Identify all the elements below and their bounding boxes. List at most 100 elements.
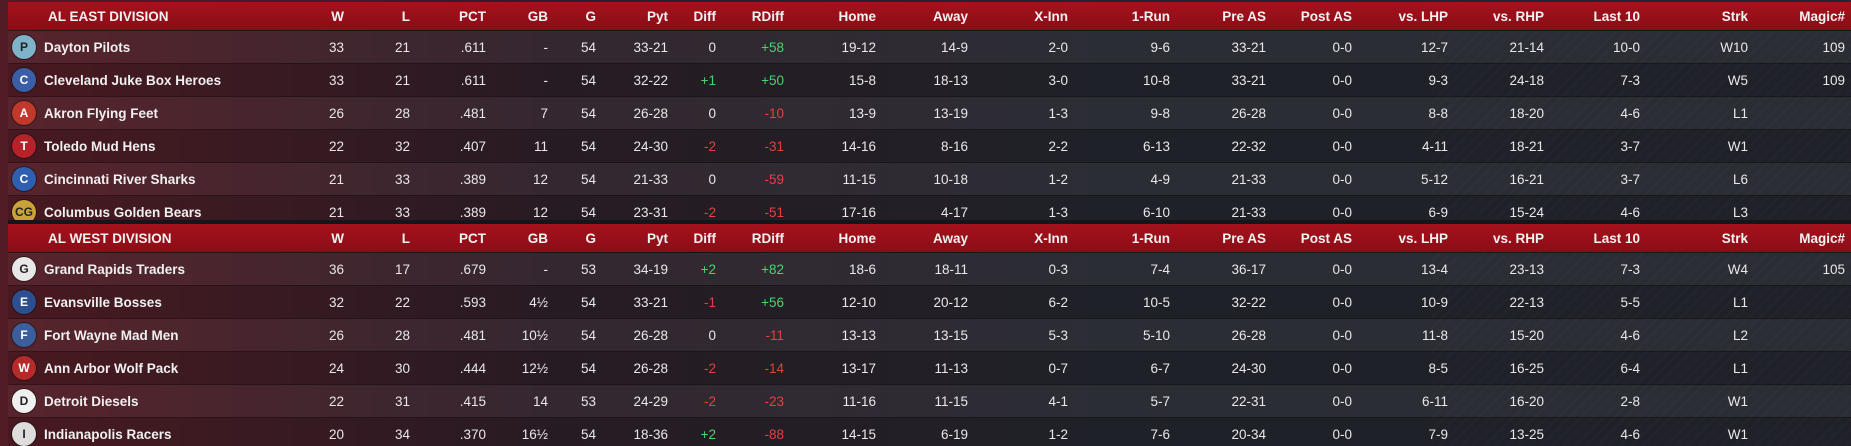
col-header-last10[interactable]: Last 10	[1550, 224, 1646, 253]
team-cell[interactable]: A Akron Flying Feet	[8, 96, 328, 130]
table-row[interactable]: F Fort Wayne Mad Men 26 28.481 10½ 54 26-28 0 -1…	[8, 318, 1851, 352]
table-row[interactable]: C Cincinnati River Sharks 21 33.389 12 54 21-3…	[8, 162, 1851, 196]
team-cell[interactable]: C Cleveland Juke Box Heroes	[8, 63, 328, 97]
cell-post-as: 0-0	[1272, 318, 1358, 352]
col-header-g[interactable]: G	[554, 224, 602, 253]
col-header-l[interactable]: L	[350, 2, 416, 31]
team-name-link[interactable]: Cincinnati River Sharks	[44, 171, 196, 187]
col-header-strk[interactable]: Strk	[1646, 224, 1754, 253]
team-cell[interactable]: D Detroit Diesels	[8, 384, 328, 418]
team-cell[interactable]: P Dayton Pilots	[8, 30, 328, 64]
team-logo-icon: I	[12, 422, 36, 446]
cell-streak: W5	[1646, 63, 1754, 97]
table-row[interactable]: G Grand Rapids Traders 36 17.679-53 34-19 +2 +…	[8, 252, 1851, 286]
col-header-pct[interactable]: PCT	[416, 2, 492, 31]
col-header-away[interactable]: Away	[882, 2, 974, 31]
col-header-pyt[interactable]: Pyt	[602, 2, 674, 31]
cell-away: 14-9	[882, 30, 974, 64]
col-header-rdiff[interactable]: RDiff	[722, 224, 790, 253]
col-header-w[interactable]: W	[328, 2, 350, 31]
col-header-xinn[interactable]: X-Inn	[974, 2, 1074, 31]
cell-home: 13-17	[790, 351, 882, 385]
division-rows: G Grand Rapids Traders 36 17.679-53 34-19 +2 +…	[8, 252, 1851, 446]
team-name-link[interactable]: Evansville Bosses	[44, 294, 162, 310]
cell-last10: 4-6	[1550, 318, 1646, 352]
col-header-magic[interactable]: Magic#	[1754, 2, 1851, 31]
cell-magic	[1754, 129, 1851, 163]
cell-one-run: 9-8	[1074, 96, 1176, 130]
cell-games: 54	[554, 351, 602, 385]
cell-vs-rhp: 16-21	[1454, 162, 1550, 196]
team-name-link[interactable]: Grand Rapids Traders	[44, 261, 186, 277]
cell-streak: W1	[1646, 417, 1754, 446]
col-header-pre-as[interactable]: Pre AS	[1176, 2, 1272, 31]
table-row[interactable]: T Toledo Mud Hens 22 32.407 11 54 24-30 -2 -31 14…	[8, 129, 1851, 163]
team-name-link[interactable]: Columbus Golden Bears	[44, 204, 202, 220]
team-cell[interactable]: W Ann Arbor Wolf Pack	[8, 351, 328, 385]
col-header-vs-lhp[interactable]: vs. LHP	[1358, 224, 1454, 253]
col-header-vs-lhp[interactable]: vs. LHP	[1358, 2, 1454, 31]
team-cell[interactable]: E Evansville Bosses	[8, 285, 328, 319]
col-header-1run[interactable]: 1-Run	[1074, 224, 1176, 253]
col-header-diff[interactable]: Diff	[674, 224, 722, 253]
table-row[interactable]: P Dayton Pilots 33 21.611-54 33-21 0 +58 19-12 1…	[8, 30, 1851, 64]
col-header-home[interactable]: Home	[790, 2, 882, 31]
team-cell[interactable]: I Indianapolis Racers	[8, 417, 328, 446]
col-header-rdiff[interactable]: RDiff	[722, 2, 790, 31]
col-header-vs-rhp[interactable]: vs. RHP	[1454, 2, 1550, 31]
team-cell[interactable]: C Cincinnati River Sharks	[8, 162, 328, 196]
cell-vs-rhp: 23-13	[1454, 252, 1550, 286]
col-header-last10[interactable]: Last 10	[1550, 2, 1646, 31]
col-header-pre-as[interactable]: Pre AS	[1176, 224, 1272, 253]
cell-vs-lhp: 10-9	[1358, 285, 1454, 319]
division-title[interactable]: AL WEST DIVISION	[8, 224, 328, 253]
col-header-post-as[interactable]: Post AS	[1272, 2, 1358, 31]
col-header-away[interactable]: Away	[882, 224, 974, 253]
col-header-1run[interactable]: 1-Run	[1074, 2, 1176, 31]
team-cell[interactable]: F Fort Wayne Mad Men	[8, 318, 328, 352]
division-divider	[8, 220, 1851, 224]
team-name-link[interactable]: Toledo Mud Hens	[44, 138, 156, 154]
table-row[interactable]: A Akron Flying Feet 26 28.481 7 54 26-28 0 -10 13…	[8, 96, 1851, 130]
table-row[interactable]: D Detroit Diesels 22 31.415 14 53 24-29 -2 -23 11…	[8, 384, 1851, 418]
col-header-magic[interactable]: Magic#	[1754, 224, 1851, 253]
cell-pct: .481	[416, 318, 492, 352]
team-name-link[interactable]: Detroit Diesels	[44, 393, 139, 409]
cell-games: 53	[554, 252, 602, 286]
col-header-pyt[interactable]: Pyt	[602, 224, 674, 253]
cell-diff: +2	[674, 252, 722, 286]
cell-streak: W1	[1646, 384, 1754, 418]
cell-xinn: 2-0	[974, 30, 1074, 64]
cell-losses: 33	[350, 162, 416, 196]
cell-magic	[1754, 162, 1851, 196]
team-name-link[interactable]: Indianapolis Racers	[44, 426, 172, 442]
col-header-vs-rhp[interactable]: vs. RHP	[1454, 224, 1550, 253]
table-row[interactable]: E Evansville Bosses 32 22.593 4½ 54 33-21 -1 +56…	[8, 285, 1851, 319]
team-name-link[interactable]: Dayton Pilots	[44, 39, 131, 55]
team-name-link[interactable]: Ann Arbor Wolf Pack	[44, 360, 179, 376]
team-name-link[interactable]: Cleveland Juke Box Heroes	[44, 72, 222, 88]
col-header-gb[interactable]: GB	[492, 2, 554, 31]
team-cell[interactable]: G Grand Rapids Traders	[8, 252, 328, 286]
col-header-gb[interactable]: GB	[492, 224, 554, 253]
col-header-post-as[interactable]: Post AS	[1272, 224, 1358, 253]
team-name-link[interactable]: Fort Wayne Mad Men	[44, 327, 179, 343]
cell-pre-as: 33-21	[1176, 63, 1272, 97]
col-header-diff[interactable]: Diff	[674, 2, 722, 31]
col-header-xinn[interactable]: X-Inn	[974, 224, 1074, 253]
cell-last10: 3-7	[1550, 162, 1646, 196]
division-title[interactable]: AL EAST DIVISION	[8, 2, 328, 31]
team-cell[interactable]: T Toledo Mud Hens	[8, 129, 328, 163]
col-header-g[interactable]: G	[554, 2, 602, 31]
table-row[interactable]: C Cleveland Juke Box Heroes 33 21.611-54 32-…	[8, 63, 1851, 97]
cell-rdiff: +56	[722, 285, 790, 319]
col-header-home[interactable]: Home	[790, 224, 882, 253]
team-name-link[interactable]: Akron Flying Feet	[44, 105, 159, 121]
col-header-w[interactable]: W	[328, 224, 350, 253]
col-header-l[interactable]: L	[350, 224, 416, 253]
col-header-pct[interactable]: PCT	[416, 224, 492, 253]
cell-pyt: 26-28	[602, 318, 674, 352]
col-header-strk[interactable]: Strk	[1646, 2, 1754, 31]
table-row[interactable]: W Ann Arbor Wolf Pack 24 30.444 12½ 54 26-28 -2…	[8, 351, 1851, 385]
table-row[interactable]: I Indianapolis Racers 20 34.370 16½ 54 18-36 +2…	[8, 417, 1851, 446]
